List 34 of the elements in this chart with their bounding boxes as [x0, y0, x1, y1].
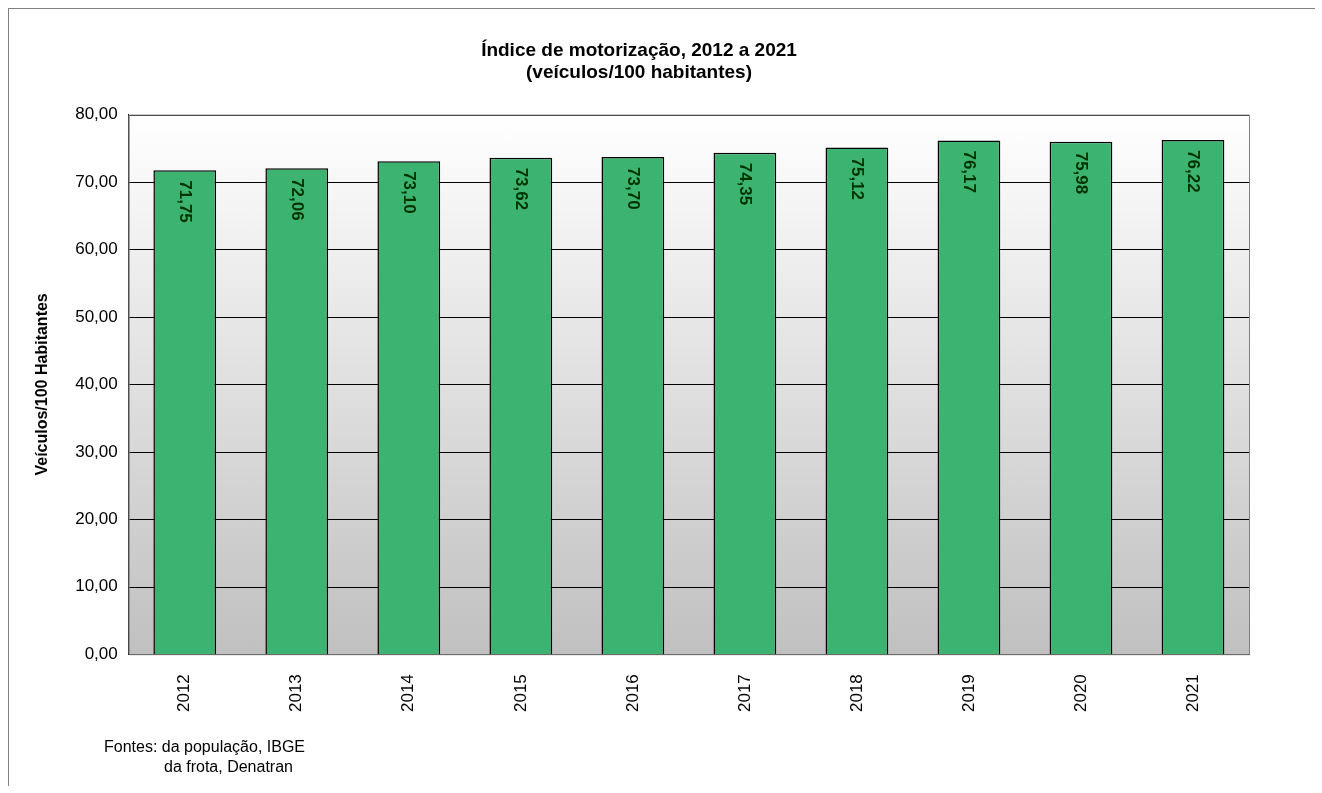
data-label: 76,22	[1184, 150, 1204, 193]
x-tick-label: 2015	[510, 674, 530, 713]
x-tick-label: 2021	[1182, 674, 1202, 713]
x-tick-label: 2018	[846, 674, 866, 713]
y-tick-label: 50,00	[75, 306, 118, 326]
x-tick-label: 2014	[398, 674, 418, 713]
x-tick-label: 2020	[1070, 674, 1090, 713]
y-tick-label: 70,00	[75, 171, 118, 191]
y-tick-label: 40,00	[75, 374, 118, 394]
data-label: 72,06	[288, 178, 308, 221]
data-label: 73,62	[512, 167, 532, 211]
data-label: 73,10	[400, 171, 420, 214]
data-label: 76,17	[960, 150, 980, 193]
x-tick-label: 2013	[286, 674, 306, 713]
y-axis-title: Veículos/100 Habitantes	[33, 293, 51, 476]
y-tick-label: 30,00	[75, 441, 118, 461]
x-tick-label: 2017	[734, 674, 754, 713]
y-tick-label: 20,00	[75, 508, 118, 528]
data-label: 73,70	[624, 167, 644, 210]
text: (veículos/100 habitantes)	[526, 61, 752, 83]
data-label: 75,12	[848, 157, 868, 201]
data-label: 71,75	[176, 180, 196, 223]
x-tick-label: 2019	[958, 674, 978, 713]
y-tick-label: 60,00	[75, 239, 118, 259]
text: da frota, Denatran	[163, 757, 294, 777]
x-tick-label: 2012	[174, 674, 194, 713]
y-tick-label: 10,00	[75, 576, 118, 596]
data-label: 74,35	[736, 162, 756, 206]
x-tick-label: 2016	[622, 674, 642, 713]
text: Fontes: da população, IBGE	[104, 737, 306, 757]
data-label: 75,98	[1072, 151, 1092, 195]
y-tick-label: 0,00	[84, 643, 118, 663]
y-tick-label: 80,00	[75, 104, 118, 124]
text: Índice de motorização, 2012 a 2021	[481, 38, 797, 60]
